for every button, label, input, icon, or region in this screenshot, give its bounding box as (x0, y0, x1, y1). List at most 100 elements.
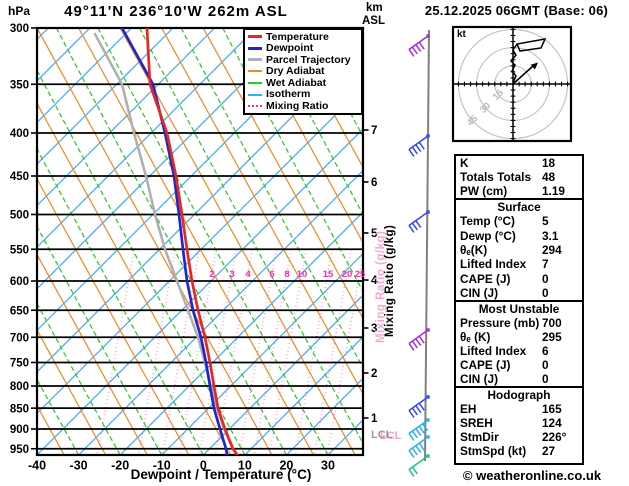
table-row: StmSpd (kt) 27 (456, 444, 582, 458)
km-tick-label: 1 (371, 413, 378, 425)
legend-swatch (248, 35, 262, 39)
isotherm-line (37, 28, 257, 248)
table-section: K 18 Totals Totals 48 PW (cm) 1.19 (456, 156, 582, 198)
legend-item: Isotherm (248, 89, 361, 100)
wind-barb-tick (408, 469, 415, 477)
storm-motion-arrow (512, 65, 534, 85)
wind-barb-tick (411, 46, 418, 55)
temperature-axis-label: Dewpoint / Temperature (°C) (130, 467, 312, 482)
table-row: CAPE (J) 0 (456, 358, 582, 372)
wind-barb-tick (408, 149, 415, 157)
legend-swatch (248, 46, 262, 50)
hodograph-trace (509, 38, 547, 84)
dry-adiabat-line (37, 177, 190, 455)
table-row-label: Lifted Index (460, 344, 527, 358)
legend-swatch (248, 82, 262, 85)
table-row-label: CAPE (J) (460, 358, 511, 372)
plot-border (35, 26, 365, 457)
pressure-tick-label: 400 (10, 128, 29, 140)
table-row: SREH 124 (456, 416, 582, 430)
table-row: Temp (°C) 5 (456, 214, 582, 228)
wet-adiabat-line (180, 28, 363, 369)
km-tick-label: 3 (371, 323, 377, 335)
isotherm-line (37, 28, 174, 165)
isotherm-line (0, 28, 7, 455)
wet-adiabat-line (37, 225, 163, 455)
table-row-value: 1.19 (542, 184, 565, 198)
km-unit-label: km (366, 2, 383, 14)
wind-barb-shaft (408, 135, 429, 151)
wind-barb-tick (411, 340, 418, 349)
wind-barb-dot (426, 418, 430, 422)
wind-barb (408, 418, 430, 441)
wind-barb (408, 454, 430, 477)
table-section-header: Surface (497, 200, 541, 215)
isotherm-line (37, 28, 132, 124)
wind-barb (408, 210, 430, 233)
dry-adiabat-line (37, 28, 273, 455)
wind-barb-shaft (408, 329, 429, 345)
wind-barb-shaft (408, 35, 429, 51)
temp-tick-label: -20 (111, 459, 129, 473)
table-row-value: 7 (542, 257, 549, 272)
legend-label: Dry Adiabat (266, 65, 325, 78)
mixing-ratio-value-label: 25 (355, 269, 366, 280)
wind-barb-tick (418, 425, 425, 434)
wind-barb-dot (426, 34, 430, 38)
lcl-marker-echo: LCL (380, 430, 402, 442)
legend-label: Wet Adiabat (266, 76, 327, 89)
pressure-tick-label: 700 (10, 332, 29, 344)
legend-item: Temperature (248, 32, 361, 42)
dry-adiabat-line (119, 28, 356, 455)
legend-label: Parcel Trajectory (266, 53, 351, 66)
table-row: StmDir 226° (456, 430, 582, 444)
table-row-label: SREH (460, 416, 493, 430)
table-row-value: 5 (542, 214, 549, 229)
valid-datetime-label: 25.12.2025 06GMT (Base: 06) (424, 3, 609, 18)
table-row: EH 165 (456, 402, 582, 416)
table-row-value: 700 (542, 316, 562, 330)
wet-adiabat-line (55, 28, 287, 455)
storm-motion-arrowhead (530, 62, 538, 70)
pressure-tick-label: 900 (10, 424, 29, 436)
temp-tick-label: 0 (200, 459, 207, 473)
table-row-label: θₑ(K) (460, 242, 488, 257)
wind-barb-shaft (408, 419, 429, 435)
legend-item: Dry Adiabat (248, 66, 361, 76)
wind-barb-tick (415, 445, 422, 453)
sounding-traces (93, 28, 239, 455)
wind-barb-tick (408, 343, 415, 351)
wind-barb-staff (424, 29, 430, 462)
mixing-ratio-axis-label: Mixing Ratio (g/kg) (384, 224, 396, 337)
wind-barb-dot (426, 395, 430, 399)
table-section-header: Most Unstable (478, 302, 560, 316)
dry-adiabat-line (78, 28, 315, 455)
table-row: K 18 (456, 156, 582, 170)
table-section: Surface Temp (°C) 5 Dewp (°C) 3.1 θₑ(K) 294 Lif… (456, 198, 582, 300)
table-row-value: 124 (542, 416, 562, 430)
wet-adiabat-line (37, 378, 80, 455)
legend-label: Dewpoint (266, 42, 314, 55)
table-row-value: 48 (542, 170, 556, 184)
wind-barb-dot (426, 210, 430, 214)
pressure-tick-label: 750 (10, 358, 29, 370)
wind-barb-tick (411, 222, 418, 231)
table-row-label: StmSpd (kt) (460, 444, 527, 458)
wind-barb-tick (408, 225, 415, 233)
temp-tick-label: 10 (238, 459, 252, 473)
table-row-value: 295 (542, 330, 562, 344)
indices-table: K 18 Totals Totals 48 PW (cm) 1.19 Surface Temp… (454, 154, 584, 465)
wind-barb-tick (415, 44, 422, 52)
wind-barb (408, 435, 430, 458)
asl-unit-label: ASL (362, 15, 385, 27)
wind-barb-shaft (408, 211, 429, 227)
wind-barb-dot (426, 454, 430, 458)
legend-swatch (248, 70, 262, 73)
mixing-ratio-value-label: 15 (323, 269, 334, 280)
mixing-ratio-value-label: 2 (209, 269, 214, 280)
table-row-label: CAPE (J) (460, 271, 511, 286)
km-tick-label: 6 (371, 177, 377, 189)
legend-swatch (248, 93, 262, 96)
table-row-label: EH (460, 402, 477, 416)
pressure-tick-label: 850 (10, 403, 29, 415)
